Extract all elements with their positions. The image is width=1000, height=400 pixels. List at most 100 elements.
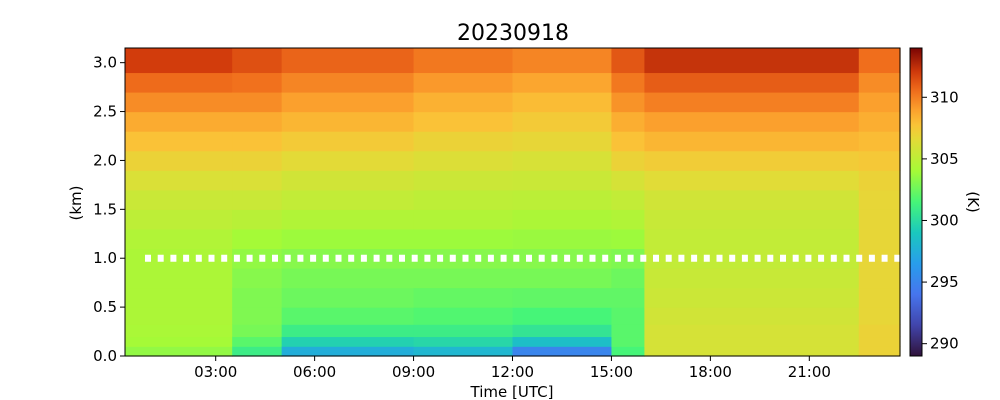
heatmap-cell	[512, 150, 613, 171]
heatmap-cell	[413, 72, 514, 93]
heatmap-cell	[644, 209, 860, 230]
heatmap-cell	[644, 150, 860, 171]
heatmap-cell	[512, 92, 613, 113]
heatmap-cell	[512, 287, 613, 308]
heatmap-cell	[232, 131, 283, 152]
heatmap-cell	[644, 111, 860, 132]
heatmap-cell	[858, 268, 901, 289]
heatmap-cell	[611, 228, 646, 250]
heatmap-cell	[413, 131, 514, 152]
heatmap-cell	[232, 92, 283, 113]
colorbar-tick-label: 290	[930, 335, 959, 353]
heatmap-cell	[644, 72, 860, 93]
heatmap-cell	[125, 228, 233, 250]
heatmap-cell	[125, 209, 233, 230]
heatmap-cell	[281, 48, 415, 74]
x-tick-label: 21:00	[788, 363, 831, 381]
heatmap-cell	[232, 346, 283, 357]
heatmap-cell	[413, 111, 514, 132]
heatmap-cell	[512, 72, 613, 93]
heatmap-cell	[281, 346, 415, 357]
heatmap-cell	[858, 72, 901, 93]
x-tick-label: 03:00	[194, 363, 237, 381]
heatmap-cell	[611, 287, 646, 308]
heatmap-cell	[512, 336, 613, 347]
heatmap-cell	[644, 189, 860, 210]
heatmap-cell	[611, 268, 646, 289]
heatmap-cell	[644, 307, 860, 325]
heatmap-cell	[413, 307, 514, 325]
heatmap-cell	[281, 189, 415, 210]
heatmap-cell	[232, 268, 283, 289]
colorbar-label: (K)	[964, 191, 982, 213]
heatmap-cell	[611, 111, 646, 132]
heatmap-cell	[281, 307, 415, 325]
heatmap-cell	[858, 131, 901, 152]
heatmap-cell	[611, 189, 646, 210]
y-tick-label: 1.5	[93, 200, 117, 218]
heatmap-cell	[512, 48, 613, 74]
heatmap-cell	[125, 92, 233, 113]
heatmap-cell	[232, 228, 283, 250]
heatmap-cell	[281, 287, 415, 308]
heatmap-cell	[512, 346, 613, 357]
colorbar-ticks: 290 295 300 305 310	[922, 88, 959, 353]
heatmap-cell	[125, 111, 233, 132]
heatmap-cell	[611, 307, 646, 325]
heatmap-cell	[644, 336, 860, 347]
heatmap-cell	[611, 92, 646, 113]
y-tick-label: 0.0	[93, 347, 117, 365]
y-axis: 0.0 0.5 1.0 1.5 2.0 2.5 3.0	[93, 54, 125, 365]
heatmap-cell	[281, 150, 415, 171]
heatmap-cell	[644, 324, 860, 338]
heatmap-cell	[125, 150, 233, 171]
heatmap-cell	[232, 248, 283, 269]
heatmap-cell	[413, 268, 514, 289]
y-axis-label: (km)	[67, 185, 85, 220]
heatmap-cell	[858, 92, 901, 113]
heatmap-cell	[858, 307, 901, 325]
heatmap-cell	[512, 131, 613, 152]
heatmap-cell	[125, 336, 233, 347]
heatmap-cell	[644, 131, 860, 152]
heatmap-cell	[281, 92, 415, 113]
heatmap-cell	[512, 111, 613, 132]
heatmap-cell	[281, 336, 415, 347]
heatmap-cell	[512, 324, 613, 338]
heatmap-cell	[611, 324, 646, 338]
heatmap-cell	[644, 287, 860, 308]
heatmap-cell	[232, 189, 283, 210]
heatmap-cell	[858, 111, 901, 132]
colorbar	[909, 47, 923, 357]
heatmap-cell	[232, 111, 283, 132]
heatmap-cell	[232, 72, 283, 93]
heatmap-cell	[512, 209, 613, 230]
heatmap-cell	[413, 170, 514, 191]
heatmap-cell	[512, 170, 613, 191]
heatmap-cell	[125, 48, 233, 74]
heatmap-cell	[125, 287, 233, 308]
heatmap-cell	[644, 346, 860, 357]
x-tick-label: 18:00	[689, 363, 732, 381]
heatmap-cell	[281, 111, 415, 132]
heatmap-cell	[281, 248, 415, 269]
colorbar-tick-label: 300	[930, 211, 959, 229]
heatmap-cells	[125, 48, 901, 357]
heatmap-cell	[232, 170, 283, 191]
heatmap-cell	[858, 336, 901, 347]
heatmap-cell	[413, 336, 514, 347]
colorbar-tick-label: 295	[930, 273, 959, 291]
heatmap-cell	[644, 228, 860, 250]
heatmap-cell	[232, 209, 283, 230]
colorbar-tick-label: 310	[930, 88, 959, 106]
heatmap-cell	[858, 346, 901, 357]
heatmap-cell	[858, 228, 901, 250]
y-tick-label: 0.5	[93, 298, 117, 316]
heatmap-cell	[858, 189, 901, 210]
heatmap-cell	[125, 170, 233, 191]
heatmap-cell	[281, 228, 415, 250]
heatmap-cell	[125, 324, 233, 338]
heatmap-cell	[413, 92, 514, 113]
heatmap-cell	[611, 209, 646, 230]
heatmap-cell	[611, 48, 646, 74]
